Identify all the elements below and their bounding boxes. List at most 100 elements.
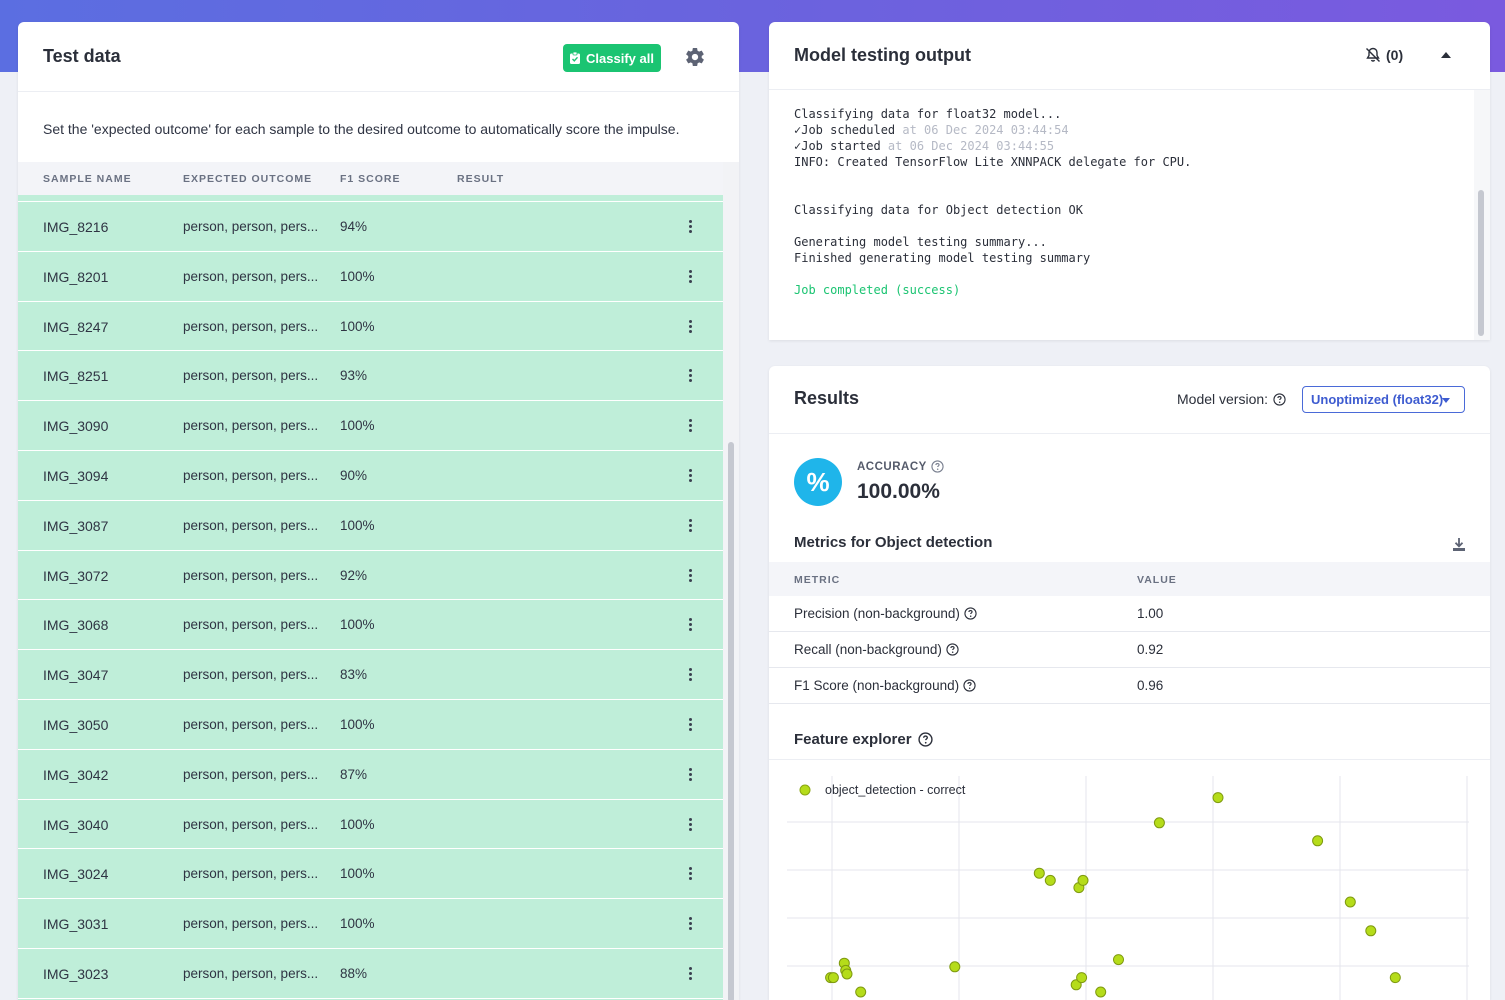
download-icon[interactable] [1452,537,1466,552]
metric-name: Precision (non-background) [794,606,977,621]
table-scroll-thumb[interactable] [728,442,734,1000]
sample-name: IMG_8247 [43,318,109,335]
table-row[interactable]: IMG_3023 person, person, pers... 88% [18,948,723,999]
sample-name: IMG_3094 [43,467,109,484]
log-line: ✓Job started [794,139,881,153]
table-row[interactable]: IMG_3042 person, person, pers... 87% [18,749,723,800]
more-options-icon[interactable] [686,617,694,633]
help-icon[interactable] [1273,392,1286,406]
results-panel: Results Model version: Unoptimized (floa… [769,366,1490,1000]
table-row[interactable]: IMG_8251 person, person, pers... 93% [18,351,723,402]
f1-score: 100% [340,716,375,732]
log-line-success: Job completed (success) [794,283,961,297]
test-data-table-header: SAMPLE NAME EXPECTED OUTCOME F1 SCORE RE… [18,162,723,195]
row-partial [18,195,723,202]
table-row[interactable]: IMG_3087 person, person, pers... 100% [18,500,723,551]
f1-score: 100% [340,318,375,334]
expected-outcome: person, person, pers... [183,467,319,483]
metric-row: Precision (non-background) 1.00 [769,596,1490,632]
more-options-icon[interactable] [686,219,694,235]
expected-outcome: person, person, pers... [183,766,319,782]
classify-all-label: Classify all [586,50,654,66]
scatter-point [1389,972,1401,984]
more-options-icon[interactable] [686,667,694,683]
table-row[interactable]: IMG_3024 person, person, pers... 100% [18,849,723,900]
more-options-icon[interactable] [686,866,694,882]
more-options-icon[interactable] [686,368,694,384]
expected-outcome: person, person, pers... [183,667,319,683]
more-options-icon[interactable] [686,269,694,285]
f1-score: 100% [340,866,375,882]
scatter-point [855,986,867,998]
notifications-toggle[interactable]: (0) [1365,47,1403,63]
f1-score: 83% [340,667,368,683]
help-icon[interactable] [946,643,959,656]
table-row[interactable]: IMG_8216 person, person, pers... 94% [18,202,723,252]
metric-row: F1 Score (non-background) 0.96 [769,668,1490,704]
table-row[interactable]: IMG_3068 person, person, pers... 100% [18,600,723,651]
metrics-table-header: METRIC VALUE [769,562,1490,596]
table-row[interactable]: IMG_3040 person, person, pers... 100% [18,799,723,850]
f1-score: 100% [340,916,375,932]
scatter-point [1344,896,1356,908]
console-scrollbar[interactable] [1474,90,1490,340]
table-row[interactable]: IMG_3050 person, person, pers... 100% [18,699,723,750]
metric-row: Recall (non-background) 0.92 [769,632,1490,668]
sample-name: IMG_3050 [43,716,109,733]
console-scroll-thumb[interactable] [1478,190,1484,336]
sample-name: IMG_8251 [43,368,109,385]
table-row[interactable]: IMG_8247 person, person, pers... 100% [18,301,723,352]
metric-name: Recall (non-background) [794,642,959,657]
help-icon[interactable] [931,460,944,473]
more-options-icon[interactable] [686,916,694,932]
console-header: Model testing output (0) [769,22,1490,90]
f1-score: 100% [340,268,375,284]
more-options-icon[interactable] [686,717,694,733]
sample-name: IMG_3072 [43,567,109,584]
more-options-icon[interactable] [686,817,694,833]
more-options-icon[interactable] [686,518,694,534]
scatter-point [1033,867,1045,879]
more-options-icon[interactable] [686,767,694,783]
more-options-icon[interactable] [686,468,694,484]
table-row[interactable]: IMG_3072 person, person, pers... 92% [18,550,723,601]
more-options-icon[interactable] [686,319,694,335]
col-f1-score[interactable]: F1 SCORE [340,172,401,185]
col-result[interactable]: RESULT [457,172,505,185]
table-row[interactable]: IMG_3090 person, person, pers... 100% [18,401,723,451]
feature-explorer-chart[interactable]: object_detection - correct [769,760,1490,1000]
col-value: VALUE [1137,574,1177,586]
more-options-icon[interactable] [686,966,694,982]
model-version-label: Model version: [1177,391,1286,407]
log-line: Classifying data for float32 model... [794,107,1062,121]
more-options-icon[interactable] [686,418,694,434]
table-row[interactable]: IMG_3047 person, person, pers... 83% [18,650,723,700]
expected-outcome: person, person, pers... [183,916,319,932]
classify-all-button[interactable]: Classify all [563,44,661,72]
table-scrollbar[interactable] [723,162,739,1000]
expected-outcome: person, person, pers... [183,816,319,832]
sample-name: IMG_8201 [43,268,109,285]
expected-outcome: person, person, pers... [183,567,319,583]
scatter-point [1095,986,1107,998]
table-row[interactable]: IMG_8201 person, person, pers... 100% [18,251,723,302]
log-line: Classifying data for Object detection OK [794,203,1083,217]
col-expected-outcome[interactable]: EXPECTED OUTCOME [183,172,313,185]
model-version-select[interactable]: Unoptimized (float32) [1302,386,1465,413]
table-row[interactable]: IMG_3094 person, person, pers... 90% [18,450,723,501]
metrics-title: Metrics for Object detection [794,534,993,551]
more-options-icon[interactable] [686,568,694,584]
gear-icon[interactable] [686,48,704,66]
help-icon[interactable] [964,607,977,620]
col-sample-name[interactable]: SAMPLE NAME [43,172,132,185]
metric-name: F1 Score (non-background) [794,678,976,693]
f1-score: 93% [340,368,368,384]
test-data-panel: Test data Classify all Set the 'expected… [18,22,739,1000]
sample-name: IMG_3024 [43,866,109,883]
collapse-caret-icon[interactable] [1441,52,1451,58]
help-icon[interactable] [963,679,976,692]
table-row[interactable]: IMG_3031 person, person, pers... 100% [18,899,723,949]
accuracy-value: 100.00% [857,480,940,503]
help-icon[interactable] [917,732,933,747]
test-data-rows: IMG_8216 person, person, pers... 94% IMG_82… [18,195,723,1000]
